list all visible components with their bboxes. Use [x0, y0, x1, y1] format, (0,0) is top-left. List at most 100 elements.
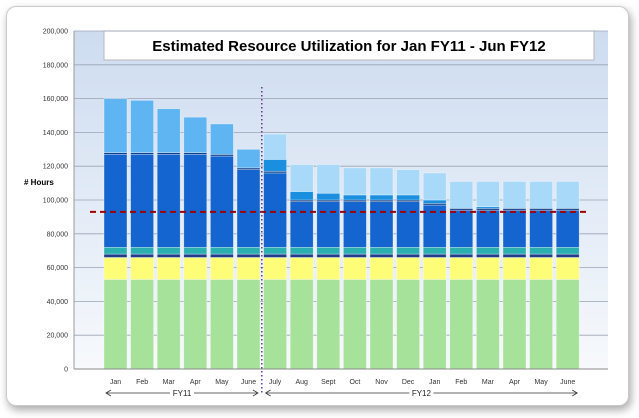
- bar-segment: [369, 247, 394, 255]
- bar-stack-18: [555, 181, 580, 370]
- bar-stack-7: [263, 133, 287, 370]
- bar-segment: [396, 194, 420, 201]
- group-label: FY12: [412, 389, 432, 398]
- bar-stack-14: [449, 181, 474, 370]
- group-label-bg: [170, 388, 194, 398]
- bar-segment: [343, 167, 367, 196]
- x-tick-label: Mar: [482, 379, 495, 386]
- bar-stack-6: [236, 149, 261, 370]
- y-tick-label: 100,000: [43, 198, 68, 205]
- bar-segment: [156, 257, 181, 280]
- arrow-left-icon: [105, 389, 112, 397]
- group-label: FY11: [173, 389, 192, 398]
- bar-segment: [210, 279, 234, 370]
- bar-segment: [130, 257, 154, 280]
- bar-segment: [529, 279, 553, 370]
- bar-segment: [263, 257, 287, 280]
- bar-segment: [236, 253, 261, 258]
- bar-segment: [263, 172, 287, 248]
- bar-segment: [316, 279, 341, 370]
- bar-segment: [369, 257, 394, 280]
- bar-segment: [103, 253, 128, 258]
- bar-segment: [316, 164, 341, 194]
- arrow-right-icon: [571, 389, 578, 397]
- bar-segment: [130, 247, 154, 255]
- bar-segment: [156, 154, 181, 248]
- bar-segment: [555, 253, 580, 258]
- bar-segment: [263, 247, 287, 255]
- bar-segment: [422, 199, 447, 204]
- bar-stack-2: [130, 99, 154, 370]
- bar-segment: [396, 279, 420, 370]
- bar-segment: [130, 99, 154, 153]
- bar-segment: [210, 253, 234, 258]
- bar-segment: [502, 279, 527, 370]
- bar-segment: [289, 191, 314, 201]
- x-tick-label: Feb: [455, 379, 467, 386]
- bar-segment: [183, 257, 208, 280]
- bar-segment: [396, 169, 420, 196]
- bar-segment: [449, 253, 474, 258]
- group-FY11: FY11: [105, 388, 259, 398]
- bar-segment: [236, 279, 261, 370]
- bar-segment: [476, 257, 500, 280]
- bar-segment: [210, 257, 234, 280]
- bar-segment: [449, 181, 474, 209]
- bar-segment: [529, 209, 553, 248]
- bar-segment: [236, 169, 261, 248]
- bar-segment: [343, 194, 367, 201]
- bar-segment: [369, 201, 394, 248]
- group-label-bg: [409, 388, 434, 398]
- bar-segment: [289, 201, 314, 248]
- bar-segment: [103, 247, 128, 255]
- bar-segment: [476, 181, 500, 208]
- bar-segment: [316, 253, 341, 258]
- x-tick-label: May: [215, 379, 229, 386]
- bar-segment: [103, 98, 128, 153]
- bar-segment: [183, 279, 208, 370]
- bar-segment: [449, 279, 474, 370]
- bar-segment: [316, 192, 341, 201]
- bar-segment: [289, 253, 314, 258]
- bar-segment: [130, 279, 154, 370]
- bar-segment: [422, 253, 447, 258]
- bar-segment: [396, 201, 420, 248]
- bar-stack-1: [103, 98, 128, 370]
- x-tick-label: Aug: [295, 379, 308, 386]
- bar-segment: [449, 257, 474, 280]
- bar-segment: [476, 253, 500, 258]
- x-tick-label: Apr: [509, 379, 521, 386]
- bar-segment: [156, 279, 181, 370]
- bar-segment: [316, 201, 341, 248]
- bar-segment: [422, 279, 447, 370]
- bar-segment: [529, 253, 553, 258]
- bar-segment: [396, 247, 420, 255]
- bar-segment: [555, 279, 580, 370]
- bar-segment: [343, 253, 367, 258]
- bar-segment: [289, 257, 314, 280]
- x-tick-label: Oct: [349, 379, 360, 386]
- bar-segment: [369, 167, 394, 196]
- chart-title: Estimated Resource Utilization for Jan F…: [152, 38, 545, 55]
- x-tick-label: Mar: [163, 379, 176, 386]
- bar-segment: [316, 257, 341, 280]
- y-axis-label: # Hours: [24, 178, 54, 187]
- x-tick-label: Feb: [136, 379, 148, 386]
- bar-segment: [289, 279, 314, 370]
- bar-segment: [130, 154, 154, 248]
- y-tick-label: 20,000: [47, 333, 69, 340]
- bar-segment: [183, 116, 208, 153]
- bar-segment: [502, 209, 527, 248]
- y-tick-label: 160,000: [43, 96, 68, 103]
- x-tick-label: Jan: [110, 379, 121, 386]
- bar-segment: [502, 257, 527, 280]
- bar-segment: [529, 181, 553, 209]
- bar-stack-5: [210, 123, 234, 370]
- y-tick-label: 120,000: [43, 164, 68, 171]
- bar-segment: [343, 247, 367, 255]
- bar-segment: [210, 123, 234, 155]
- bar-segment: [502, 253, 527, 258]
- bar-segment: [316, 247, 341, 255]
- y-tick-labels: 0 20,000 40,000 60,000 80,000 100,000 120,000 1…: [43, 29, 68, 374]
